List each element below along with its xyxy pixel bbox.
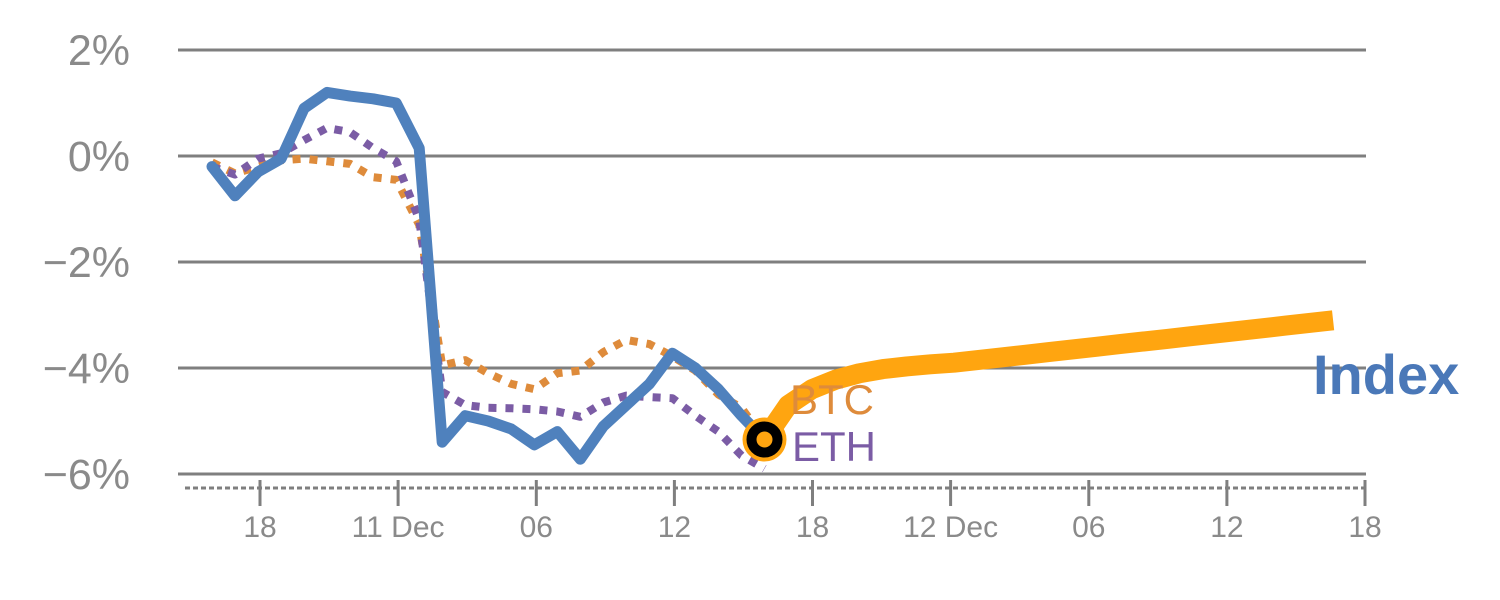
y-tick-label: −2% <box>43 239 130 287</box>
x-tick-label: 18 <box>796 511 829 544</box>
x-tick-label: 18 <box>243 511 276 544</box>
y-tick-label: 0% <box>68 133 130 181</box>
x-tick-label: 12 <box>1210 511 1243 544</box>
series-eth-line <box>210 123 767 473</box>
series-index-forecast-line <box>756 310 1335 446</box>
series-index-line <box>206 86 770 465</box>
x-tick-label: 18 <box>1348 511 1381 544</box>
x-tick-label: 06 <box>520 511 553 544</box>
series-layer <box>206 86 1335 473</box>
x-tick-label: 12 <box>658 511 691 544</box>
x-tick-label: 06 <box>1072 511 1105 544</box>
y-tick-label: 2% <box>68 27 130 75</box>
series-label-btc: BTC <box>790 376 874 423</box>
series-label-index: Index <box>1313 343 1459 406</box>
x-axis-layer: 18 11 Dec 06 12 18 12 Dec 06 12 18 <box>185 480 1382 544</box>
x-tick-label: 11 Dec <box>352 511 445 544</box>
series-label-eth: ETH <box>792 423 876 470</box>
x-tick-label: 12 Dec <box>903 511 998 544</box>
series-btc-line <box>210 154 768 442</box>
y-tick-label: −6% <box>43 451 130 499</box>
y-tick-label: −4% <box>43 345 130 393</box>
forecast-start-marker <box>746 421 783 458</box>
gridlines-layer: 2% 0% −2% −4% −6% <box>43 27 1366 499</box>
